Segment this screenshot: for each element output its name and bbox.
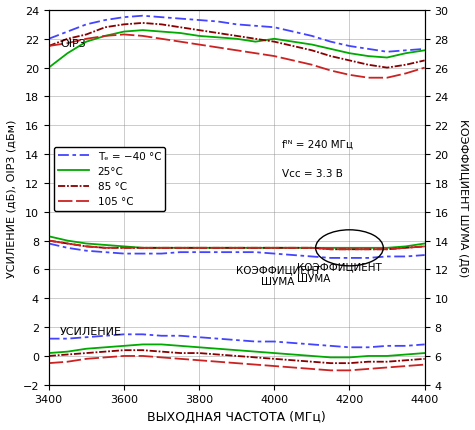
Text: OIP3: OIP3 xyxy=(60,39,86,49)
Text: КОЭФФИЦИЕНТ
ШУМА: КОЭФФИЦИЕНТ ШУМА xyxy=(236,264,321,286)
Text: fᴵᴺ = 240 МГц: fᴵᴺ = 240 МГц xyxy=(282,140,353,150)
X-axis label: ВЫХОДНАЯ ЧАСТОТА (МГц): ВЫХОДНАЯ ЧАСТОТА (МГц) xyxy=(147,410,326,423)
Y-axis label: КОЭФФИЦИЕНТ ШУМА (Дб): КОЭФФИЦИЕНТ ШУМА (Дб) xyxy=(458,119,468,277)
Text: Vᴄᴄ = 3.3 В: Vᴄᴄ = 3.3 В xyxy=(282,168,342,178)
Text: КОЭФФИЦИЕНТ
ШУМА: КОЭФФИЦИЕНТ ШУМА xyxy=(297,262,381,283)
Y-axis label: УСИЛЕНИЕ (дБ), OIP3 (дБм): УСИЛЕНИЕ (дБ), OIP3 (дБм) xyxy=(7,119,17,277)
Legend: Tₑ = −40 °C, 25°C, 85 °C, 105 °C: Tₑ = −40 °C, 25°C, 85 °C, 105 °C xyxy=(54,147,165,211)
Text: УСИЛЕНИЕ: УСИЛЕНИЕ xyxy=(60,326,122,337)
